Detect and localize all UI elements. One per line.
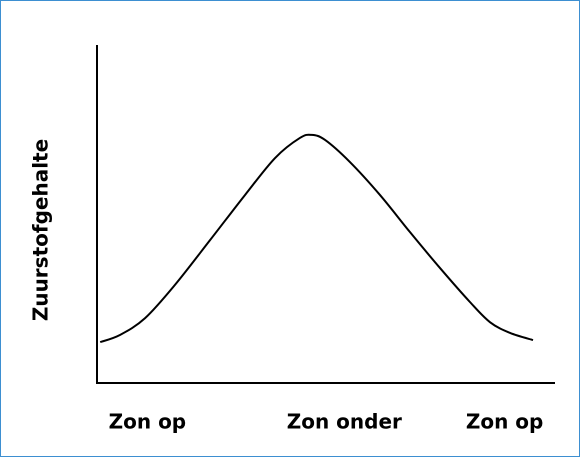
x-tick-label: Zon op	[466, 410, 544, 434]
x-tick-label: Zon op	[109, 410, 187, 434]
y-axis-label: Zuurstofgehalte	[29, 139, 53, 321]
x-tick-label: Zon onder	[287, 410, 402, 434]
line	[99, 133, 534, 344]
